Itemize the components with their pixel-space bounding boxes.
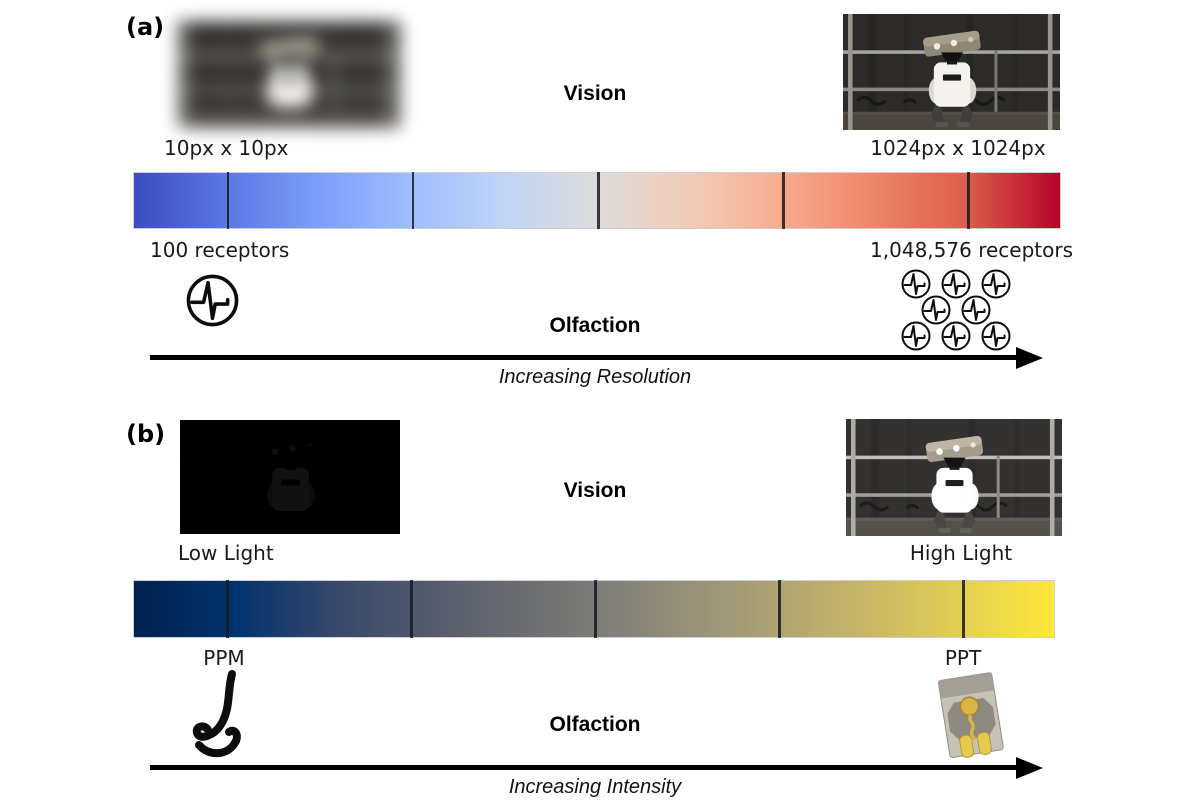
robot-photo-blurred xyxy=(178,21,400,128)
resolution-arrow-head xyxy=(1016,347,1043,369)
colorbar-tick xyxy=(778,580,781,638)
colorbar-tick xyxy=(410,580,413,638)
intensity-arrow-head xyxy=(1016,757,1043,779)
ppm-label: PPM xyxy=(203,646,245,670)
colorbar-tick xyxy=(782,172,785,229)
high-receptors-label: 1,048,576 receptors xyxy=(870,238,1073,262)
intensity-colorbar xyxy=(133,580,1055,638)
high-light-caption: High Light xyxy=(909,541,1013,565)
robot-photo xyxy=(843,14,1060,130)
receptor-cluster-icon xyxy=(901,269,1011,351)
colorbar-tick xyxy=(226,580,229,638)
colorbar-tick xyxy=(411,172,415,229)
panel-a-vision-heading: Vision xyxy=(563,82,627,105)
high-res-caption: 1024px x 1024px xyxy=(870,136,1046,160)
colorbar-tick xyxy=(962,580,965,638)
gas-sensor-chip-icon xyxy=(938,672,1004,758)
intensity-arrow-line xyxy=(150,765,1016,770)
colorbar-tick xyxy=(226,172,230,229)
single-receptor-icon xyxy=(184,271,241,330)
low-light-caption: Low Light xyxy=(178,541,274,565)
colorbar-tick xyxy=(967,172,970,229)
ppt-label: PPT xyxy=(944,646,982,670)
high-light-robot-image xyxy=(846,419,1062,536)
panel-a-olfaction-heading: Olfaction xyxy=(549,314,641,337)
colorbar-tick xyxy=(597,172,600,229)
robot-photo-bright xyxy=(846,419,1062,536)
robot-photo-dark xyxy=(180,420,400,534)
panel-b-olfaction-heading: Olfaction xyxy=(549,713,641,736)
panel-a-label: (a) xyxy=(126,13,165,41)
resolution-colorbar xyxy=(133,172,1061,229)
panel-b-vision-heading: Vision xyxy=(563,479,627,502)
nose-icon xyxy=(192,670,241,758)
panel-b-label: (b) xyxy=(126,420,166,448)
low-receptors-label: 100 receptors xyxy=(150,238,290,262)
low-light-robot-image xyxy=(180,420,400,534)
high-res-robot-image xyxy=(843,14,1060,130)
intensity-axis-caption: Increasing Intensity xyxy=(508,776,682,798)
resolution-axis-caption: Increasing Resolution xyxy=(498,366,692,388)
low-res-caption: 10px x 10px xyxy=(164,136,289,160)
colorbar-tick xyxy=(594,580,597,638)
low-res-robot-image xyxy=(178,21,400,128)
resolution-arrow-line xyxy=(150,355,1016,360)
